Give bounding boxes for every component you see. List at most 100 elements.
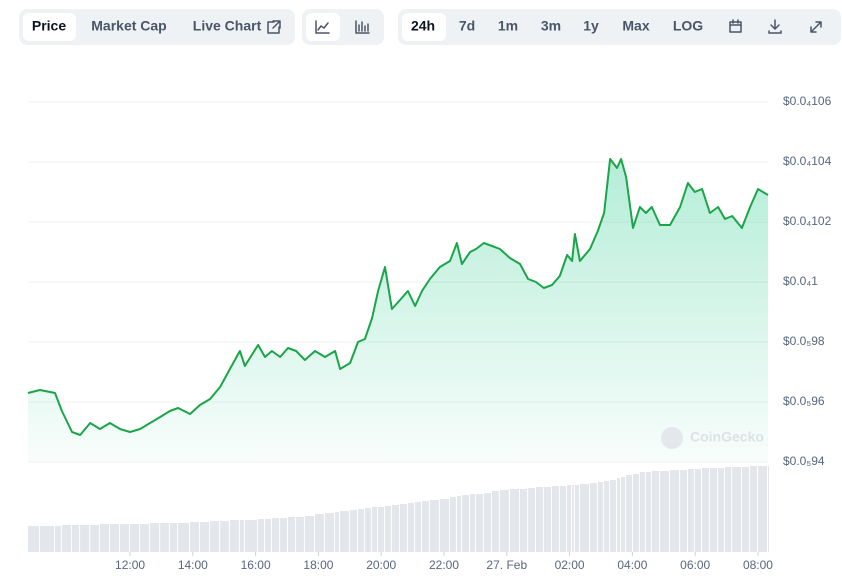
volume-bar [604,481,610,552]
volume-bar [39,526,55,552]
volume-bar [271,518,280,552]
volume-bar [651,471,659,552]
volume-bar [732,467,741,552]
volume-bar [709,468,718,552]
volume-bar [572,485,574,552]
volume-bar [407,503,415,552]
volume-bar [80,525,90,552]
volume-bar [461,495,470,552]
volume-bar [621,477,626,552]
y-tick-label: $0.0₅96 [783,394,825,408]
volume-bar [378,507,384,552]
y-tick-label: $0.0₅98 [783,334,825,348]
volume-bar [741,467,750,552]
range[interactable]: 24h [411,18,435,34]
volume-bar [470,494,476,552]
active-tab[interactable] [402,13,446,41]
volume-bar [483,493,492,552]
volume-bar [229,520,239,552]
x-tick-label: 12:00 [115,558,145,572]
tab[interactable]: Live Chart [193,18,262,34]
range[interactable]: 7d [459,18,475,34]
volume-bar [551,486,559,552]
candle-icon[interactable] [355,20,370,34]
volume-bar [492,491,499,552]
volume-bar [150,523,160,552]
tab[interactable]: Market Cap [91,18,166,34]
volume-bar [304,516,314,552]
y-tick-label: $0.0₄102 [783,214,832,228]
volume-bar [357,509,364,552]
volume-bar [670,470,680,552]
tab-group [19,9,295,45]
x-tick-label: 27. Feb [486,558,527,572]
range[interactable]: 1y [583,18,599,34]
fullscreen-icon[interactable] [810,21,822,33]
volume-bar [384,506,391,552]
x-tick-label: 02:00 [555,558,585,572]
volume-bar [109,524,119,552]
tab[interactable]: Price [32,18,66,34]
y-tick-label: $0.0₄104 [783,154,832,168]
volume-bar [99,524,109,552]
volume-bar [724,467,732,552]
volume-bar [757,466,767,552]
volume-bar [579,484,589,552]
volume-bar [119,524,130,552]
range[interactable]: LOG [673,18,703,34]
volume-bar [239,520,244,552]
volume-bar [559,486,567,552]
volume-bar [244,520,258,552]
tab-group [398,9,841,45]
active-tab[interactable] [23,13,76,41]
volume-bar [476,494,483,552]
x-tick-label: 08:00 [743,558,773,572]
volume-bar [589,483,597,552]
x-tick-label: 18:00 [303,558,333,572]
volume-bar [210,521,220,552]
volume-bar [567,485,572,552]
calendar-icon[interactable] [729,19,742,33]
volume-bar [55,526,61,552]
line-chart-icon[interactable] [315,20,330,34]
volume-bar [543,487,551,552]
volume-bar [325,513,335,552]
watermark: CoinGecko [690,429,764,445]
price-area [28,159,768,462]
volume-bar [429,500,439,552]
volume-bar [528,488,535,552]
range[interactable]: Max [622,18,649,34]
volume-bar [597,482,604,552]
volume-bar [280,518,287,552]
range[interactable]: 3m [541,18,561,34]
volume-bar [90,525,99,552]
volume-bar [750,466,757,552]
volume-bar [364,508,372,552]
volume-bar [626,475,632,552]
x-tick-label: 22:00 [429,558,459,572]
volume-bar [632,474,639,552]
price-line [27,158,769,436]
volume-bar [340,511,350,552]
x-tick-label: 06:00 [680,558,710,572]
volume-bar [680,470,687,552]
download-icon[interactable] [768,19,782,34]
volume-bar [449,497,456,552]
volume-bar [574,485,579,552]
volume-bar [296,517,304,552]
volume-bar [130,524,140,552]
y-tick-label: $0.0₅94 [783,454,825,468]
volume-bar [178,523,190,552]
volume-bar [400,504,407,552]
y-tick-label: $0.0₄1 [783,274,818,288]
volume-bar [220,521,229,552]
volume-bar [190,522,200,552]
range[interactable]: 1m [498,18,518,34]
volume-bar [456,496,461,552]
volume-bar [645,472,651,552]
y-tick-label: $0.0₄106 [783,94,832,108]
volume-bar [519,489,528,552]
volume-bar [28,526,39,552]
volume-bar [415,502,422,552]
volume-bar [160,523,169,552]
